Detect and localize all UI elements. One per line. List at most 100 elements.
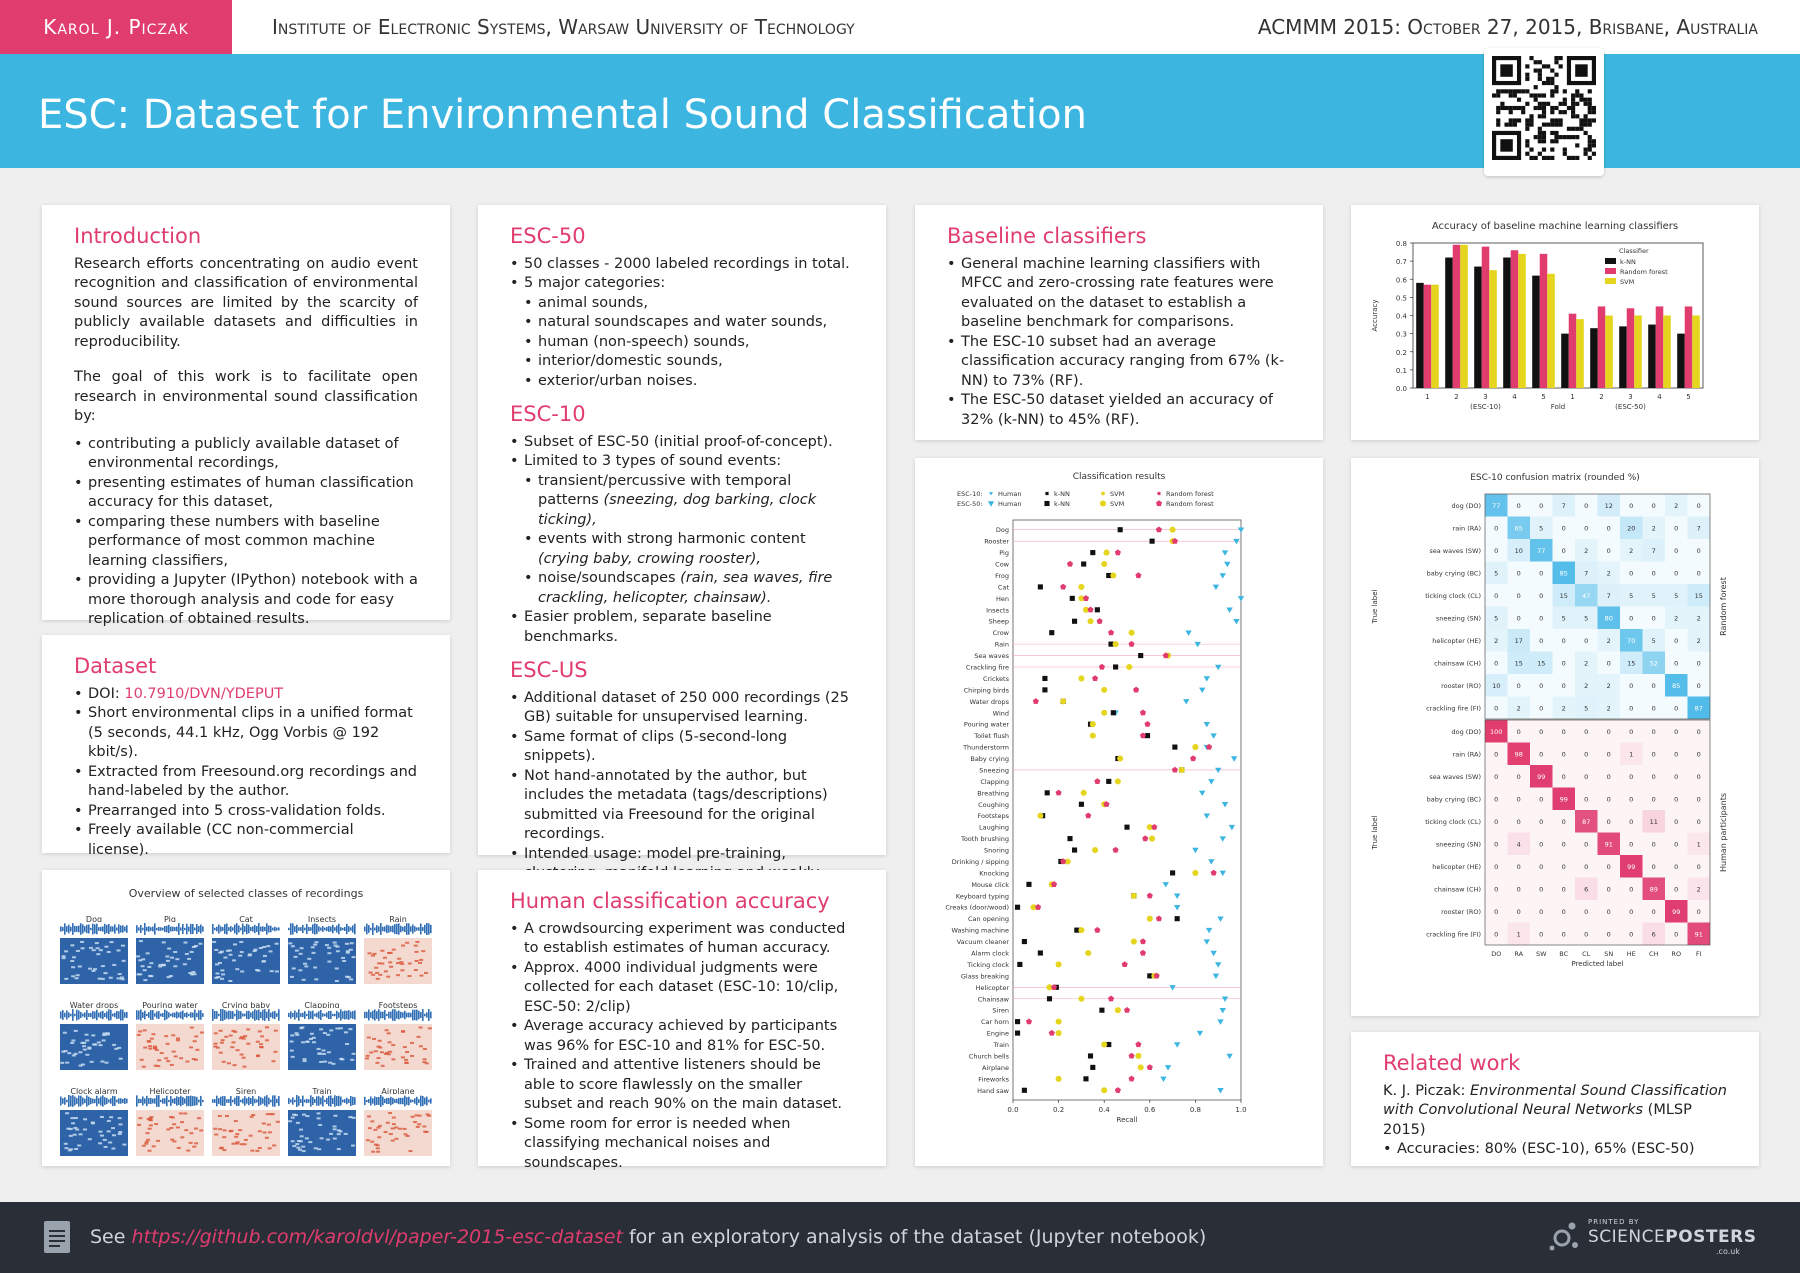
spectrogram-energy xyxy=(168,974,173,977)
spectrogram-energy xyxy=(179,1056,184,1059)
waveform-bar xyxy=(292,1012,294,1017)
bar xyxy=(1655,306,1664,388)
waveform-bar xyxy=(60,1096,62,1105)
spectrogram-energy xyxy=(68,1127,73,1130)
waveform-bar xyxy=(216,926,218,931)
matrix-cell xyxy=(1530,561,1553,584)
spectrogram-thumbnail: Airplane xyxy=(364,1082,432,1164)
svm-marker xyxy=(1169,526,1176,533)
qr-module xyxy=(1558,56,1563,61)
matrix-value: 2 xyxy=(1674,502,1678,510)
waveform-bar xyxy=(232,1010,234,1019)
spectrogram-energy xyxy=(193,944,198,947)
svm-marker xyxy=(1078,995,1085,1002)
matrix-cell xyxy=(1575,674,1598,697)
qr-module xyxy=(1541,105,1547,111)
svm-marker xyxy=(1101,561,1108,568)
qr-module xyxy=(1537,76,1542,81)
spectrogram-energy xyxy=(148,1047,153,1050)
spectrogram-energy xyxy=(298,952,303,955)
matrix-value: 0 xyxy=(1697,750,1701,758)
rf-marker xyxy=(1094,926,1101,933)
matrix-value: 0 xyxy=(1607,908,1611,916)
legend-label: SVM xyxy=(1110,490,1124,498)
esc50-bullet: 5 major categories: animal sounds, natur… xyxy=(510,274,854,391)
baseline-accuracy-panel: Accuracy of baseline machine learning cl… xyxy=(1351,205,1759,440)
human-marker xyxy=(1233,619,1240,625)
waveform-bar xyxy=(230,1095,232,1106)
matrix-value: 0 xyxy=(1629,502,1633,510)
rf-marker xyxy=(1155,500,1163,507)
waveform-bar xyxy=(214,927,216,930)
knn-marker xyxy=(1037,950,1043,956)
spectrogram-energy xyxy=(191,970,196,973)
matrix-value: 87 xyxy=(1695,704,1703,712)
knn-marker xyxy=(1170,870,1176,876)
matrix-cell xyxy=(1597,855,1620,878)
bar xyxy=(1423,284,1432,388)
qr-module xyxy=(1546,155,1551,160)
waveform-bar xyxy=(404,1095,406,1106)
rf-marker xyxy=(1025,1018,1032,1025)
waveform-bar xyxy=(220,1096,222,1105)
matrix-cell xyxy=(1665,516,1688,539)
x-tick-label: 1 xyxy=(1425,393,1429,401)
spectrogram-energy xyxy=(319,1136,324,1139)
spectrogram-energy xyxy=(185,1060,190,1063)
waveform-bar xyxy=(178,922,180,935)
human-marker xyxy=(1203,721,1210,728)
spectrogram-energy xyxy=(268,949,273,952)
matrix-value: 0 xyxy=(1517,818,1521,826)
event-type-label: events with strong harmonic content xyxy=(538,531,806,547)
row-label: dog (DO) xyxy=(1452,502,1482,510)
spectrogram-energy xyxy=(422,1057,427,1060)
matrix-value: 0 xyxy=(1629,728,1633,736)
spectrogram-energy xyxy=(400,962,405,965)
esc10-bullet: Easier problem, separate baseline benchm… xyxy=(510,608,854,647)
spectrogram-label: Clapping xyxy=(304,1000,340,1010)
human-marker xyxy=(1215,962,1222,968)
spectrogram-energy xyxy=(117,1116,122,1119)
matrix-cell xyxy=(1665,696,1688,719)
footer-text: See https://github.com/karoldvl/paper-20… xyxy=(90,1226,1206,1248)
poster-title: ESC: Dataset for Environmental Sound Cla… xyxy=(38,92,1087,138)
qr-module xyxy=(1591,110,1596,115)
qr-module xyxy=(1579,93,1584,98)
waveform-bar xyxy=(324,1013,326,1016)
matrix-cell xyxy=(1665,742,1688,765)
matrix-value: 0 xyxy=(1517,885,1521,893)
matrix-value: 0 xyxy=(1652,795,1656,803)
waveform-bar xyxy=(150,926,152,931)
waveform-bar xyxy=(112,1095,114,1106)
spectrogram-energy xyxy=(231,1029,236,1032)
doi-link[interactable]: 10.7910/DVN/YDEPUT xyxy=(124,685,284,702)
matrix-value: 0 xyxy=(1607,728,1611,736)
spectrogram-energy xyxy=(427,1114,432,1117)
spectrogram-energy xyxy=(414,950,419,953)
qr-module xyxy=(1587,139,1592,144)
spectrogram-energy xyxy=(165,959,170,962)
spectrogram-energy xyxy=(405,1134,410,1137)
matrix-cell xyxy=(1597,696,1620,719)
matrix-cell xyxy=(1507,606,1530,629)
waveform-bar xyxy=(198,1099,200,1102)
row-label: baby crying (BC) xyxy=(1427,569,1481,577)
human-marker xyxy=(1217,1019,1224,1025)
matrix-cell xyxy=(1620,651,1643,674)
waveform-bar xyxy=(246,923,248,934)
matrix-value: 100 xyxy=(1490,728,1502,736)
baseline-accuracy-chart: Accuracy of baseline machine learning cl… xyxy=(1371,221,1704,411)
qr-module xyxy=(1525,151,1530,156)
matrix-value: 0 xyxy=(1539,704,1543,712)
esc50-list: 50 classes - 2000 labeled recordings in … xyxy=(510,255,854,392)
spectrogram-energy xyxy=(111,1133,116,1136)
qr-code[interactable] xyxy=(1484,48,1604,176)
scienceposters-logo[interactable]: PRINTED BY SCIENCEPOSTERS .co.uk xyxy=(1548,1218,1768,1258)
qr-module xyxy=(1516,118,1522,123)
waveform-bar xyxy=(308,1098,310,1103)
github-link[interactable]: https://github.com/karoldvl/paper-2015-e… xyxy=(131,1226,623,1248)
qr-module xyxy=(1591,105,1596,111)
matrix-value: 0 xyxy=(1562,908,1566,916)
esc10-bullet: Limited to 3 types of sound events: tran… xyxy=(510,452,854,608)
qr-module xyxy=(1583,130,1588,136)
